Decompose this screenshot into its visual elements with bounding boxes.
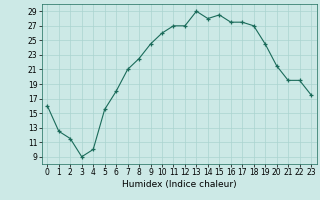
X-axis label: Humidex (Indice chaleur): Humidex (Indice chaleur): [122, 180, 236, 189]
